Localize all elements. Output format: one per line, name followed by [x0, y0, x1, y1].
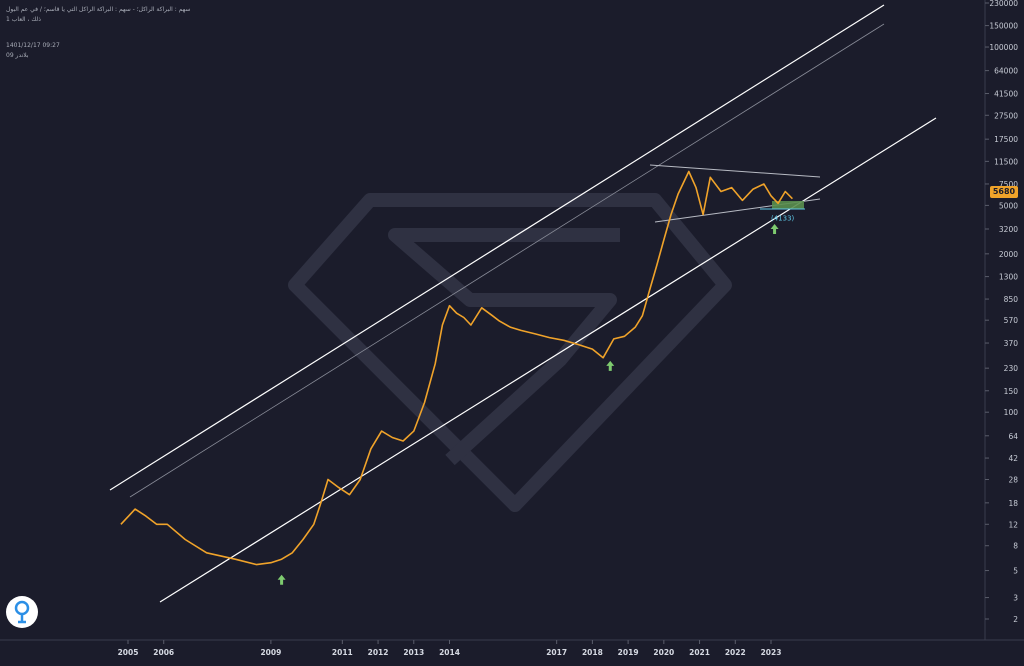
x-tick-label: 2023: [761, 648, 782, 657]
y-tick-label: 11500: [994, 157, 1018, 166]
channel-lines: [109, 4, 937, 603]
x-tick-label: 2017: [546, 648, 567, 657]
last-price-badge: 5680: [990, 186, 1018, 198]
chart-subtitle: ذلك ، العاب 1: [6, 16, 41, 23]
upper-channel-line: [109, 4, 885, 491]
x-tick-label: 2014: [439, 648, 460, 657]
chart-meta-info: بلاندر 09: [6, 52, 29, 59]
y-tick-label: 8: [1013, 542, 1018, 551]
x-tick-label: 2006: [153, 648, 174, 657]
y-tick-label: 18: [1008, 499, 1018, 508]
x-tick-label: 2022: [725, 648, 746, 657]
y-tick-label: 27500: [994, 111, 1018, 120]
x-tick-label: 2005: [118, 648, 139, 657]
target-label: (4133): [771, 215, 795, 223]
chart-meta-date: 1401/12/17 09:27: [6, 42, 60, 49]
y-tick-label: 2000: [999, 250, 1018, 259]
y-axis[interactable]: 2 3 5 8 12 18 28 42 64 100 150 230 370 570 850 1300 2000…: [985, 0, 1018, 624]
annotations: (4133): [277, 215, 795, 585]
y-tick-label: 64: [1008, 432, 1018, 441]
mid-channel-line: [129, 23, 885, 498]
y-tick-label: 3: [1013, 594, 1018, 603]
x-tick-label: 2020: [653, 648, 674, 657]
y-tick-label: 370: [1004, 339, 1019, 348]
x-tick-label: 2013: [403, 648, 424, 657]
y-tick-label: 150: [1004, 387, 1019, 396]
price-series: [120, 170, 793, 566]
y-tick-label: 41500: [994, 90, 1018, 99]
y-tick-label: 1300: [999, 273, 1018, 282]
y-tick-label: 5: [1013, 567, 1018, 576]
y-tick-label: 150000: [989, 22, 1018, 31]
y-tick-label: 100000: [989, 43, 1018, 52]
y-tick-label: 230: [1004, 364, 1019, 373]
up-arrow-icon: [770, 223, 779, 234]
x-tick-label: 2018: [582, 648, 603, 657]
y-tick-label: 230000: [989, 0, 1018, 8]
y-tick-label: 2: [1013, 615, 1018, 624]
app-logo-icon: [14, 600, 30, 624]
chart-title: سهم : البراكة الراكل؛ - سهم : البراكة ال…: [6, 6, 191, 13]
price-line: [120, 170, 793, 566]
watermark-logo: [288, 193, 732, 512]
y-tick-label: 5000: [999, 201, 1018, 210]
x-axis[interactable]: 2005 2006 2009 2011 2012 2013 2014 2017 2018 2019…: [118, 640, 782, 657]
y-tick-label: 3200: [999, 225, 1018, 234]
lower-channel-line: [159, 117, 937, 603]
app-logo-button[interactable]: [6, 596, 38, 628]
up-arrow-icon: [606, 360, 615, 371]
y-tick-label: 42: [1008, 454, 1018, 463]
y-tick-label: 100: [1004, 408, 1019, 417]
x-tick-label: 2009: [260, 648, 281, 657]
y-tick-label: 64000: [994, 67, 1018, 76]
x-tick-label: 2021: [689, 648, 710, 657]
triangle-upper-line: [649, 164, 821, 178]
y-tick-label: 28: [1008, 475, 1018, 484]
y-tick-label: 7500: [999, 180, 1018, 189]
up-arrow-icon: [277, 574, 286, 585]
x-tick-label: 2011: [332, 648, 353, 657]
y-tick-label: 850: [1004, 295, 1019, 304]
y-tick-label: 17500: [994, 135, 1018, 144]
x-tick-label: 2019: [618, 648, 639, 657]
y-tick-label: 570: [1004, 316, 1019, 325]
target-zone: [772, 201, 804, 209]
y-tick-label: 12: [1008, 520, 1018, 529]
x-tick-label: 2012: [368, 648, 389, 657]
